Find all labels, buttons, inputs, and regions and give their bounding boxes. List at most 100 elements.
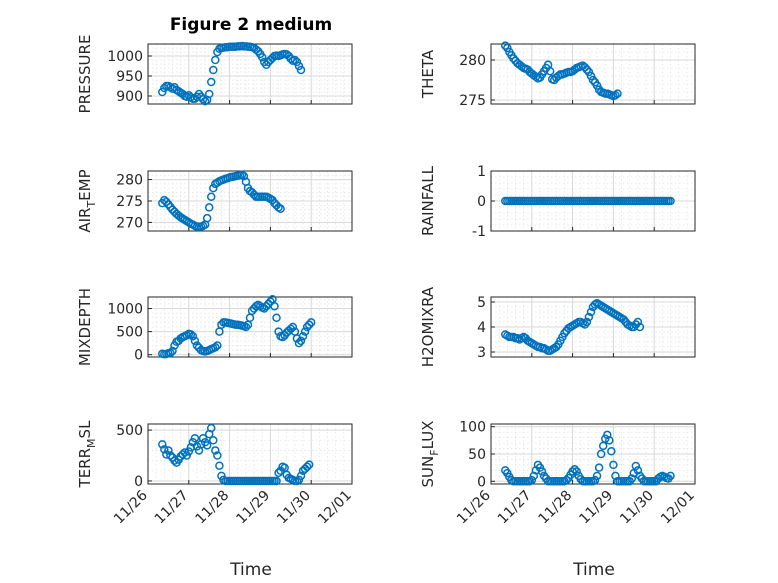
data-point [206, 192, 216, 201]
y-tick-label: 500 [116, 423, 143, 439]
data-point [572, 467, 581, 476]
data-point [582, 317, 592, 327]
data-point [202, 213, 212, 223]
y-tick-label: 500 [116, 325, 143, 341]
data-point [609, 460, 618, 470]
y-tick-label: 1000 [107, 49, 143, 65]
data-point [160, 445, 169, 454]
data-point [537, 467, 547, 476]
data-point [190, 433, 200, 443]
data-point [272, 476, 281, 486]
y-tick-label: 275 [459, 93, 486, 109]
y-axis-label: RAINFALL [419, 165, 437, 236]
data-point [633, 466, 643, 475]
data-point [296, 336, 306, 346]
data-point [190, 336, 200, 346]
data-point [198, 433, 208, 443]
y-tick-label: 1000 [107, 302, 143, 318]
data-point [166, 451, 175, 460]
data-point [211, 446, 220, 455]
data-point [570, 465, 579, 474]
data-point [296, 471, 306, 481]
subplot-terr_msl: 0 500 11/26 11/27 11/28 11/29 11/30 12/01 TERRMS… [76, 420, 355, 527]
y-tick-label: 1 [477, 164, 486, 180]
subplot-theta: 275 280 THETA [419, 41, 696, 109]
data-point [166, 348, 175, 358]
data-point [501, 41, 510, 50]
y-tick-label: 280 [116, 173, 143, 189]
data-point [594, 463, 604, 472]
data-point [292, 57, 302, 67]
data-point [209, 183, 218, 193]
data-point [288, 322, 298, 332]
data-point [588, 75, 598, 85]
data-point [298, 331, 308, 341]
data-point [584, 312, 594, 322]
data-point [590, 475, 600, 485]
data-point [611, 471, 620, 481]
x-tick-label: 12/01 [315, 488, 355, 528]
data-point [633, 317, 643, 327]
data-point [296, 65, 306, 75]
subplot-sun_flux: 0 50 100 11/26 11/27 11/28 11/29 11/30 12/01 SUNF… [419, 420, 698, 528]
data-point [213, 341, 222, 350]
data-point [582, 65, 592, 74]
y-tick-label: 0 [477, 474, 486, 490]
data-point [613, 89, 622, 98]
y-tick-label: 900 [116, 89, 143, 105]
axes-box [147, 296, 353, 358]
data-point [188, 331, 198, 341]
data-point [186, 330, 196, 339]
x-tick-label: 11/27 [152, 488, 192, 528]
data-point [509, 54, 518, 63]
data-point [170, 456, 179, 465]
subplot-rainfall: -1 0 1 RAINFALL [419, 164, 696, 240]
data-point [211, 343, 220, 352]
y-tick-label: 5 [477, 295, 486, 311]
x-tick-label: 11/27 [495, 488, 535, 528]
data-point [586, 71, 596, 81]
y-tick-label: 0 [134, 348, 143, 364]
data-point [586, 307, 596, 317]
data-point [304, 320, 314, 329]
subplot-h2omixra: 3 4 5 H2OMIXRA [419, 286, 696, 367]
data-point [596, 449, 606, 459]
data-point [611, 90, 620, 100]
y-axis-label: TERRMSL [76, 420, 98, 489]
data-point [257, 52, 267, 62]
y-tick-label: 270 [116, 215, 143, 231]
data-point [209, 436, 218, 445]
y-axis-label: MIXDEPTH [76, 288, 94, 366]
data-point [666, 471, 675, 481]
data-point [241, 322, 251, 332]
data-point [217, 471, 226, 481]
data-point [631, 461, 641, 471]
data-point [204, 203, 214, 212]
data-point [304, 460, 314, 469]
data-point [239, 171, 249, 181]
data-point [592, 81, 602, 90]
y-axis-label: PRESSURE [76, 35, 94, 114]
data-point [294, 61, 304, 71]
data-point [527, 475, 537, 485]
y-tick-label: 0 [134, 474, 143, 490]
x-tick-label: 11/28 [193, 488, 233, 528]
x-tick-label: 11/26 [111, 487, 151, 527]
data-point [666, 196, 675, 206]
y-tick-label: 100 [459, 420, 486, 436]
x-tick-label: 12/01 [658, 488, 698, 528]
x-tick-label: 11/30 [617, 488, 657, 528]
data-point [206, 423, 216, 433]
data-point [274, 327, 283, 336]
data-point [160, 83, 169, 93]
data-point [164, 446, 173, 455]
data-point [605, 436, 614, 445]
data-point [306, 318, 316, 327]
x-tick-label: 11/28 [536, 488, 576, 528]
subplot-pressure: 900 950 1000 PRESSURE [76, 35, 353, 114]
data-point [503, 43, 512, 53]
data-point [562, 475, 571, 485]
data-point [215, 461, 224, 470]
